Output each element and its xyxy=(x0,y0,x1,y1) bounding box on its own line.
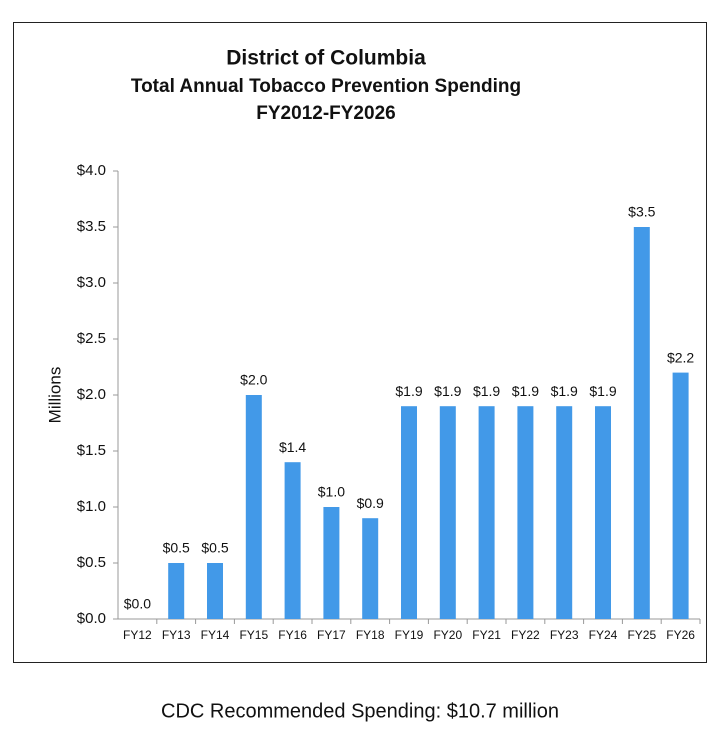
value-label: $2.0 xyxy=(240,372,267,388)
value-label: $0.9 xyxy=(357,495,384,511)
value-label: $1.9 xyxy=(589,383,616,399)
x-tick-label: FY17 xyxy=(317,628,346,642)
x-tick-label: FY16 xyxy=(278,628,307,642)
y-tick-label: $2.0 xyxy=(77,386,106,403)
bar xyxy=(595,406,611,619)
x-tick-label: FY15 xyxy=(239,628,268,642)
y-tick-label: $3.0 xyxy=(77,274,106,291)
value-label: $1.9 xyxy=(473,383,500,399)
bar xyxy=(362,518,379,619)
y-tick-label: $1.5 xyxy=(77,442,106,459)
chart-title: FY2012-FY2026 xyxy=(256,103,395,124)
value-label: $1.9 xyxy=(551,383,578,399)
bar xyxy=(672,372,689,619)
x-tick-label: FY20 xyxy=(433,628,462,642)
value-label: $0.0 xyxy=(124,596,151,612)
bar xyxy=(323,507,340,619)
bar xyxy=(517,406,534,619)
value-label: $1.9 xyxy=(395,383,422,399)
y-axis-label: Millions xyxy=(45,367,64,424)
y-tick-label: $3.5 xyxy=(77,218,106,235)
y-tick-label: $2.5 xyxy=(77,330,106,347)
x-tick-label: FY22 xyxy=(511,628,540,642)
bar xyxy=(478,406,495,619)
value-label: $1.9 xyxy=(512,383,539,399)
bar xyxy=(245,395,262,619)
annotation: CDC Recommended Spending: $10.7 million xyxy=(161,700,559,722)
value-label: $1.4 xyxy=(279,439,306,455)
chart-frame xyxy=(13,22,707,663)
value-label: $2.2 xyxy=(667,349,694,365)
x-tick-label: FY26 xyxy=(666,628,695,642)
bar xyxy=(401,406,417,619)
x-tick-label: FY18 xyxy=(356,628,385,642)
x-tick-label: FY23 xyxy=(550,628,579,642)
bar xyxy=(556,406,573,619)
value-label: $3.5 xyxy=(628,204,655,220)
chart-title: Total Annual Tobacco Prevention Spending xyxy=(131,76,521,97)
y-tick-label: $0.0 xyxy=(77,610,106,627)
value-label: $0.5 xyxy=(163,540,190,556)
bar xyxy=(439,406,456,619)
y-tick-label: $0.5 xyxy=(77,554,106,571)
value-label: $1.9 xyxy=(434,383,461,399)
y-tick-label: $1.0 xyxy=(77,498,106,515)
x-tick-label: FY25 xyxy=(627,628,656,642)
chart-title: District of Columbia xyxy=(226,47,426,70)
value-label: $1.0 xyxy=(318,484,345,500)
x-tick-label: FY24 xyxy=(589,628,618,642)
x-tick-label: FY13 xyxy=(162,628,191,642)
x-tick-label: FY21 xyxy=(472,628,501,642)
bar xyxy=(207,563,223,619)
x-tick-label: FY12 xyxy=(123,628,152,642)
value-label: $0.5 xyxy=(201,540,228,556)
x-tick-label: FY14 xyxy=(201,628,230,642)
y-tick-label: $4.0 xyxy=(77,162,106,179)
x-tick-label: FY19 xyxy=(395,628,424,642)
bar xyxy=(168,563,185,619)
bar xyxy=(633,227,650,619)
bar xyxy=(284,462,301,619)
